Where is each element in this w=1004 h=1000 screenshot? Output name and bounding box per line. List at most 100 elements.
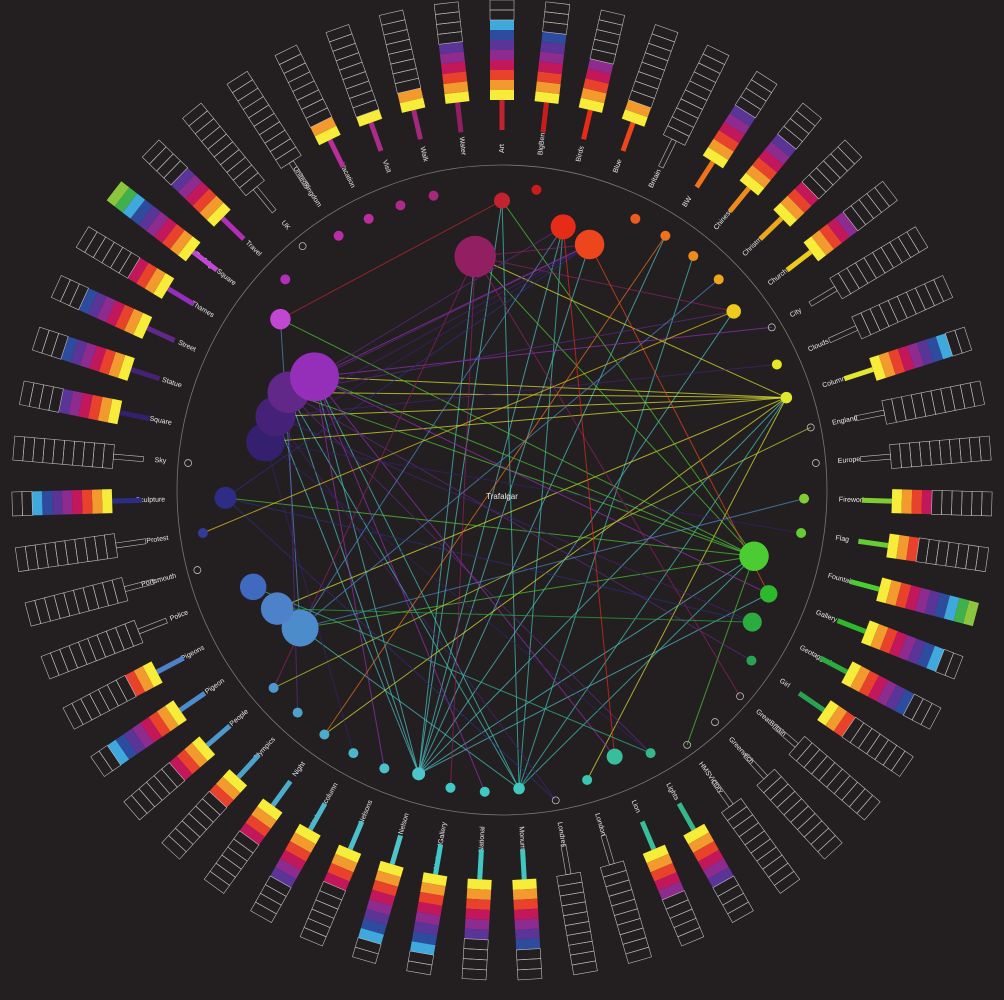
tag-label: Fireworks xyxy=(839,496,870,504)
nodes xyxy=(184,184,820,805)
stripe-cell xyxy=(132,722,154,749)
stripe-cell xyxy=(41,490,53,516)
stripe-cell xyxy=(270,867,297,888)
tag-label: Sky xyxy=(154,457,167,465)
stripe-cell xyxy=(133,312,153,339)
stripe-cell xyxy=(924,590,941,617)
edge xyxy=(418,256,476,774)
empty-cell xyxy=(11,491,23,517)
stem xyxy=(327,138,346,169)
stripe-cell xyxy=(467,878,492,891)
stem xyxy=(433,844,444,875)
edge xyxy=(273,426,811,689)
edge xyxy=(314,376,755,557)
stem xyxy=(389,834,403,865)
edge xyxy=(275,416,557,801)
edge xyxy=(313,376,420,774)
stem xyxy=(236,753,261,780)
empty-cell xyxy=(250,901,277,923)
node xyxy=(494,192,510,209)
stem xyxy=(477,849,484,880)
stripe-cell xyxy=(441,61,467,75)
stripe-cell xyxy=(861,620,880,647)
tag-label: Square xyxy=(149,415,173,426)
stripe-cell xyxy=(850,666,871,692)
edge xyxy=(418,311,735,775)
empty-cell xyxy=(24,600,42,627)
stripe-cell xyxy=(771,134,797,157)
node xyxy=(363,213,374,224)
tag: Nelsons xyxy=(299,799,375,947)
stripe-cell xyxy=(251,806,277,829)
edge xyxy=(287,391,752,662)
stem xyxy=(694,160,715,189)
tag: People xyxy=(123,708,250,821)
stripe-cell xyxy=(885,580,902,606)
stripe-cell xyxy=(515,938,541,950)
empty-cell xyxy=(226,70,254,94)
node xyxy=(660,230,671,241)
node xyxy=(292,707,303,718)
tag-label: Lion xyxy=(630,799,642,814)
tag-label: Walk xyxy=(418,146,428,163)
edge xyxy=(265,244,590,443)
empty-cell xyxy=(123,794,148,821)
stripe-cell xyxy=(115,734,138,760)
empty-cell xyxy=(12,435,26,462)
stripe-cell xyxy=(787,188,812,213)
tag: UK xyxy=(182,102,292,232)
stripe-cell xyxy=(911,489,923,514)
node xyxy=(239,573,267,601)
stem xyxy=(155,655,185,675)
empty-cell xyxy=(517,968,543,981)
edge xyxy=(314,376,787,399)
edge xyxy=(418,244,591,774)
stripe-cell xyxy=(819,224,842,250)
stripe-cell xyxy=(418,891,444,906)
stripe-cell xyxy=(397,87,424,104)
node xyxy=(454,235,496,278)
stripe-cell xyxy=(464,928,489,940)
stripe-cell xyxy=(323,872,350,891)
edge xyxy=(518,226,564,789)
edge xyxy=(323,235,666,735)
node xyxy=(746,655,757,666)
edge xyxy=(314,376,520,789)
stripe-cell xyxy=(490,40,514,50)
stripe-cell xyxy=(81,489,93,514)
edge xyxy=(418,200,503,774)
node xyxy=(630,213,641,224)
stripe-cell xyxy=(413,921,439,936)
tag: Walk xyxy=(378,9,429,163)
stem xyxy=(220,216,246,241)
stripe-cell xyxy=(68,390,83,417)
stripe-cell xyxy=(773,202,798,227)
stripe-cell xyxy=(896,535,910,561)
stripe-cell xyxy=(124,670,145,697)
stripe-cell xyxy=(878,351,896,378)
tag: Visit xyxy=(325,24,392,174)
tag-label: UK xyxy=(280,220,292,232)
stem xyxy=(411,109,423,140)
node xyxy=(428,190,439,201)
stem xyxy=(639,820,657,851)
stripe-cell xyxy=(206,202,231,227)
stripe-cell xyxy=(621,109,648,127)
stripe-cell xyxy=(114,304,135,331)
stem xyxy=(347,820,365,851)
stripe-cell xyxy=(535,81,561,94)
stripe-cell xyxy=(490,30,514,40)
stripe-cell xyxy=(585,68,612,84)
stripe-cell xyxy=(360,918,387,935)
stripe-cell xyxy=(764,141,790,165)
stripe-cell xyxy=(415,911,441,926)
stem xyxy=(785,249,813,273)
stripe-cell xyxy=(889,631,908,658)
edge xyxy=(686,556,755,746)
stripe-cell xyxy=(515,928,540,940)
stripe-cell xyxy=(885,684,906,711)
stripe-cell xyxy=(399,97,426,113)
edge xyxy=(265,397,787,443)
stripe-cell xyxy=(438,41,464,55)
stem xyxy=(178,691,207,713)
